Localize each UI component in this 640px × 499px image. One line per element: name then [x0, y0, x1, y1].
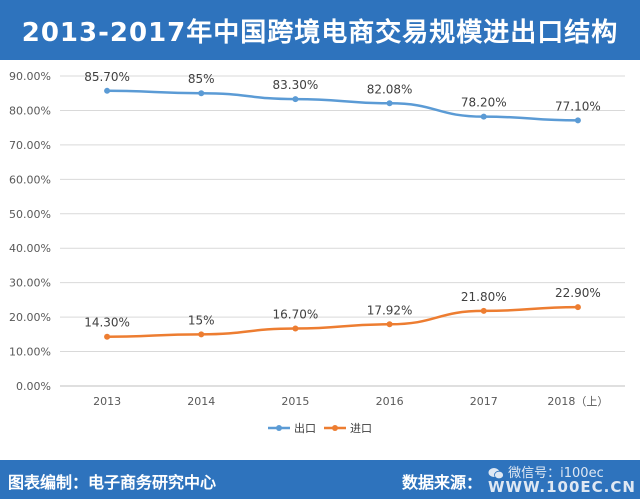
data-point	[104, 333, 111, 340]
watermark-account: 微信号：i100ec	[488, 462, 604, 481]
data-label: 82.08%	[367, 82, 413, 96]
x-tick-label: 2014	[187, 395, 215, 408]
line-chart: 0.00% 10.00% 20.00% 30.00% 40.00% 50.00% 60.00…	[9, 70, 625, 435]
x-tick-label: 2015	[281, 395, 309, 408]
series-line-import	[105, 305, 580, 338]
legend: 出口 进口	[268, 421, 372, 435]
data-label: 85.70%	[84, 70, 130, 84]
data-point	[292, 325, 299, 332]
y-tick-label: 30.00%	[9, 277, 51, 290]
y-tick-label: 80.00%	[9, 104, 51, 117]
data-label: 16.70%	[273, 307, 319, 321]
data-label: 17.92%	[367, 303, 413, 317]
x-axis-ticks: 2013 2014 2015 2016 2017 2018（上）	[93, 395, 608, 408]
data-point	[104, 87, 111, 94]
watermark-site: WWW.100EC.CN	[488, 478, 636, 496]
chart-title: 2013-2017年中国跨境电商交易规模进出口结构	[0, 0, 640, 60]
data-point	[574, 117, 581, 124]
data-point	[480, 307, 487, 314]
data-label: 21.80%	[461, 290, 507, 304]
y-tick-label: 90.00%	[9, 70, 51, 83]
data-point	[198, 331, 205, 338]
data-label: 78.20%	[461, 96, 507, 110]
data-label: 15%	[188, 313, 215, 327]
y-tick-label: 0.00%	[16, 380, 51, 393]
data-point	[292, 96, 299, 103]
legend-marker	[276, 425, 282, 431]
series-lines	[104, 87, 581, 340]
data-label: 77.10%	[555, 99, 601, 113]
y-tick-label: 10.00%	[9, 346, 51, 359]
legend-label: 进口	[350, 422, 372, 435]
footer-compiler: 图表编制：电子商务研究中心	[8, 473, 217, 492]
data-label: 85%	[188, 72, 215, 86]
data-point	[386, 100, 393, 107]
y-tick-label: 60.00%	[9, 173, 51, 186]
data-label: 22.90%	[555, 286, 601, 300]
x-tick-label: 2017	[470, 395, 498, 408]
data-point	[198, 90, 205, 97]
x-tick-label: 2016	[376, 395, 404, 408]
data-point	[480, 113, 487, 120]
footer-bar: 图表编制：电子商务研究中心 数据来源： 微信号：i100ec WWW.100EC…	[0, 460, 640, 499]
legend-marker	[332, 425, 338, 431]
data-label: 14.30%	[84, 316, 130, 330]
legend-label: 出口	[294, 421, 316, 435]
footer-source: 数据来源：	[402, 473, 483, 492]
y-tick-label: 20.00%	[9, 311, 51, 324]
data-point	[386, 321, 393, 328]
data-labels: 85.70% 85% 83.30% 82.08% 78.20% 77.10% 14.30% 1…	[84, 70, 601, 330]
series-line-export	[105, 89, 580, 122]
x-tick-label: 2018（上）	[547, 395, 608, 408]
y-tick-label: 70.00%	[9, 139, 51, 152]
data-point	[574, 304, 581, 311]
y-axis-ticks: 0.00% 10.00% 20.00% 30.00% 40.00% 50.00% 60.00…	[9, 70, 51, 393]
x-tick-label: 2013	[93, 395, 121, 408]
data-label: 83.30%	[273, 78, 319, 92]
y-tick-label: 40.00%	[9, 242, 51, 255]
gridlines	[60, 75, 625, 387]
y-tick-label: 50.00%	[9, 208, 51, 221]
